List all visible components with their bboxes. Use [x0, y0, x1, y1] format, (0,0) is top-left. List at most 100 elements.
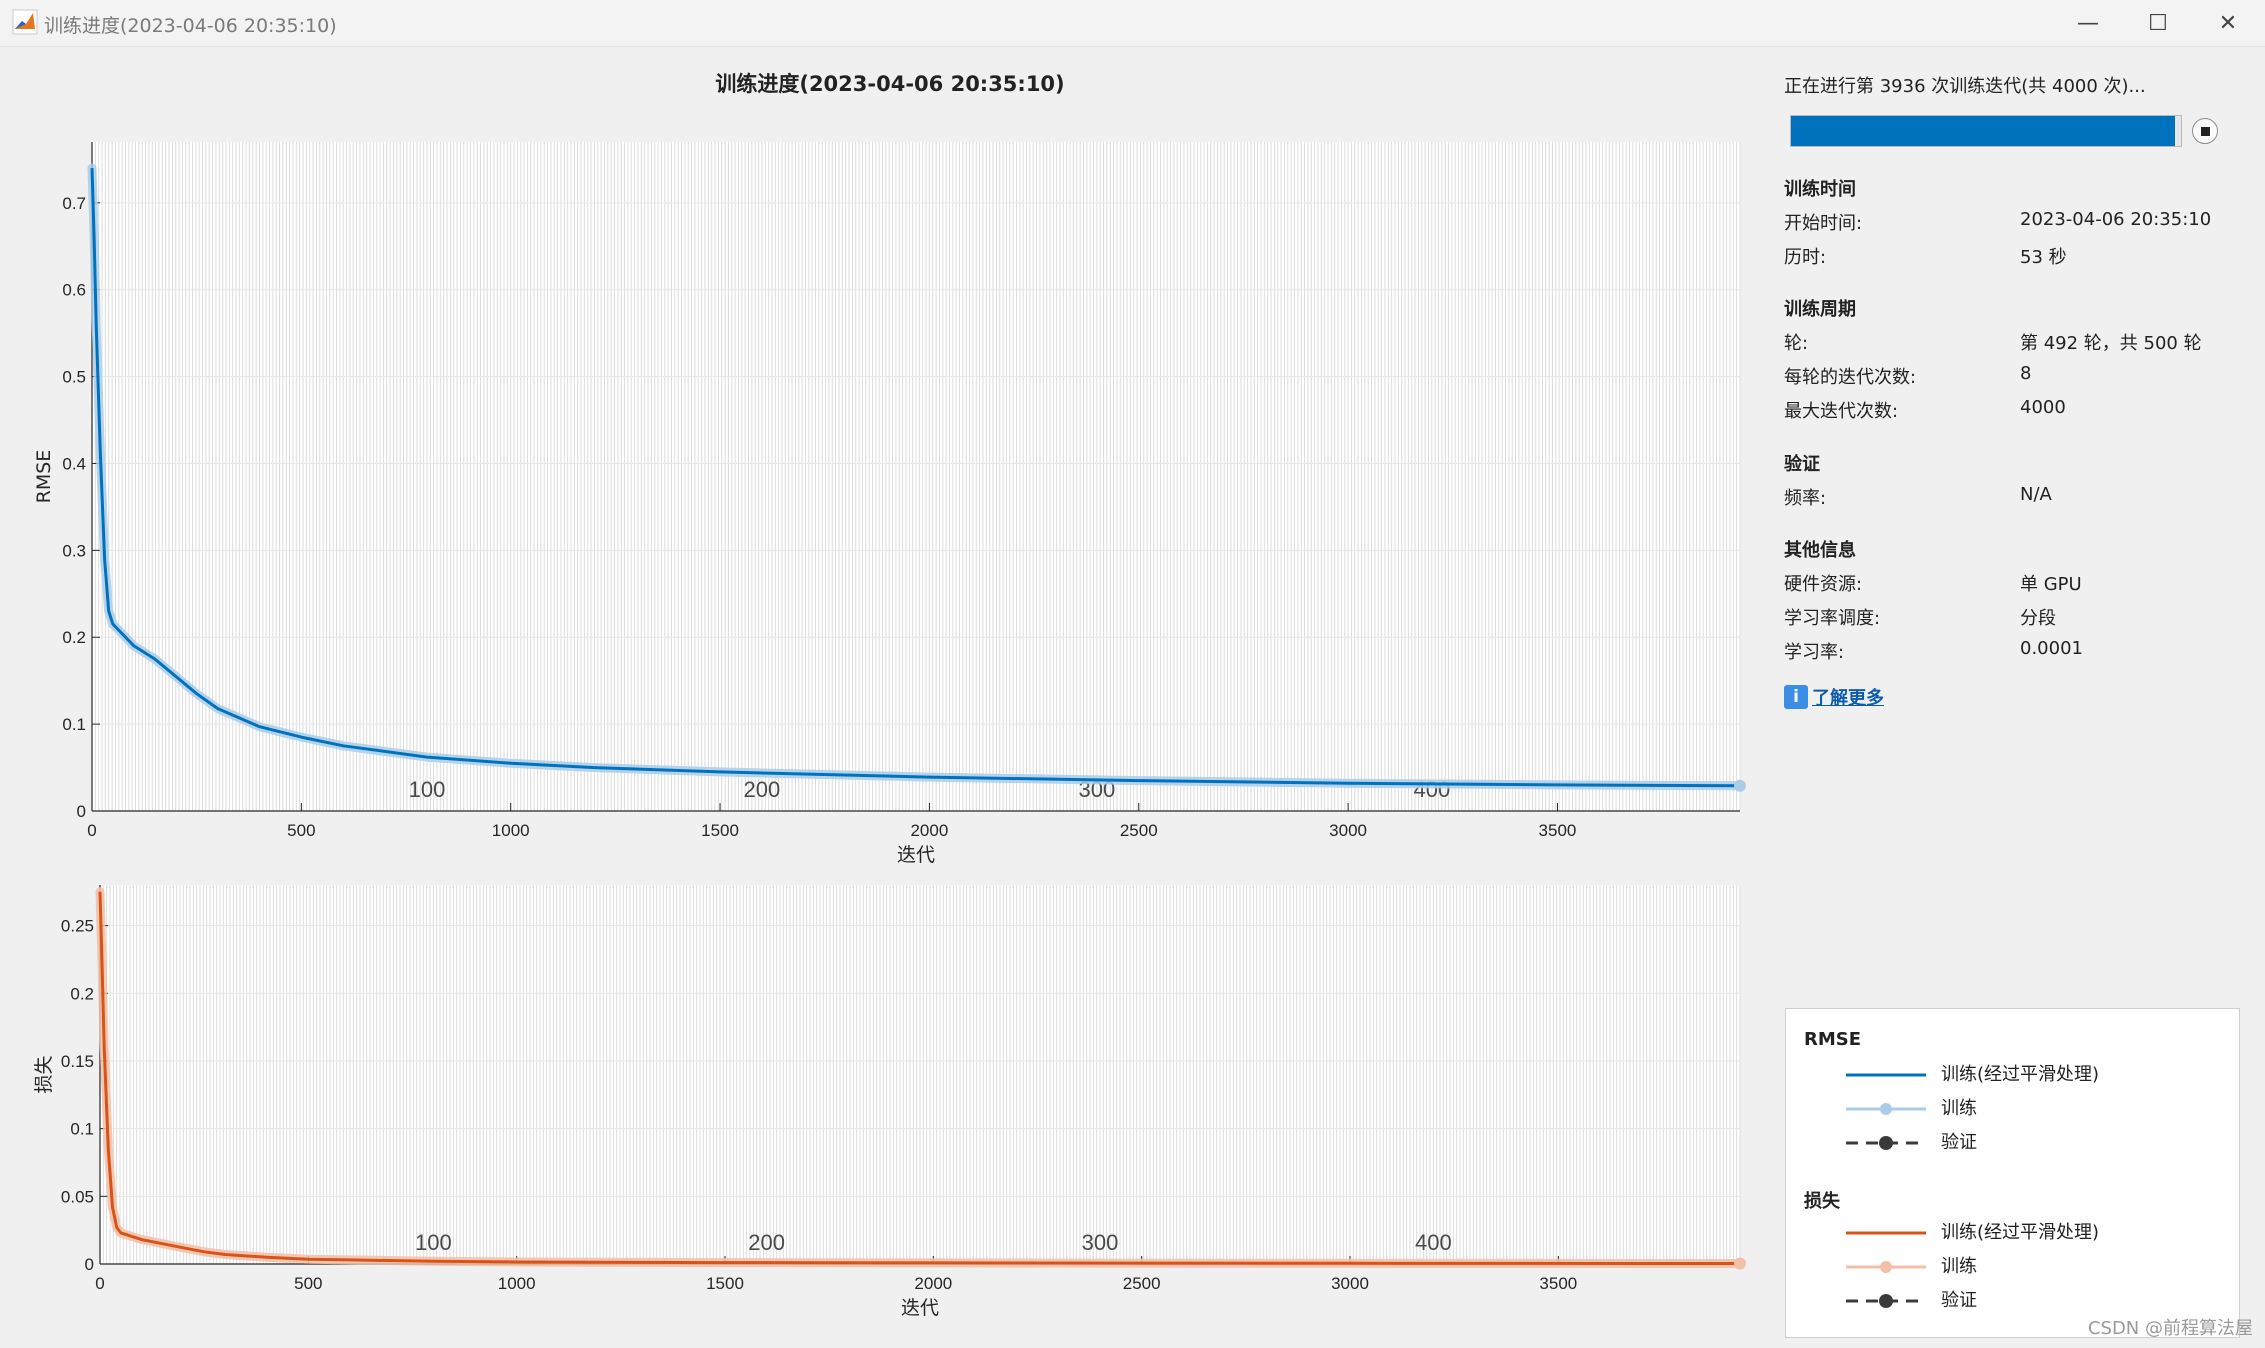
legend-item: 训练(经过平滑处理)	[1846, 1063, 2099, 1087]
progress-bar	[1790, 115, 2182, 147]
legend-heading: RMSE	[1804, 1029, 1862, 1050]
learn-more-link[interactable]: 了解更多	[1812, 688, 1884, 709]
legend-item: 训练	[1846, 1255, 1977, 1279]
legend-marker	[1880, 1261, 1892, 1273]
y-tick-label: 0.1	[62, 715, 86, 734]
info-value: 53 秒	[2020, 247, 2067, 268]
legend-label: 训练(经过平滑处理)	[1941, 1064, 2100, 1085]
y-axis-label: 损失	[33, 1055, 55, 1093]
legend-heading: 损失	[1804, 1191, 1840, 1212]
rmse-chart: 0 500 1000 1500 2000 2500 3000 3500 0 0.1 0.2 0.3 0.…	[33, 142, 1746, 866]
close-button[interactable]: ✕	[2193, 0, 2263, 46]
close-icon: ✕	[2218, 10, 2238, 36]
legend-item: 验证	[1846, 1131, 1977, 1155]
x-tick-label: 3500	[1539, 821, 1577, 840]
epoch-label: 100	[415, 1230, 452, 1255]
maximize-button[interactable]: ☐	[2123, 0, 2193, 46]
info-icon: i	[1784, 685, 1808, 709]
maximize-icon: ☐	[2148, 10, 2168, 36]
x-tick-label: 1500	[701, 821, 739, 840]
legend-swatch	[1846, 1261, 1926, 1273]
x-tick-label: 2500	[1120, 821, 1158, 840]
y-tick-label: 0	[77, 802, 86, 821]
section-heading: 其他信息	[1784, 540, 1856, 561]
x-axis-label: 迭代	[901, 1297, 939, 1319]
x-tick-label: 1000	[492, 821, 530, 840]
matlab-icon	[12, 9, 38, 35]
x-tick-label: 500	[294, 1274, 322, 1293]
section-heading: 训练时间	[1784, 179, 1856, 200]
epoch-label: 200	[744, 777, 781, 802]
info-value: 第 492 轮，共 500 轮	[2020, 333, 2202, 354]
x-tick-label: 1500	[706, 1274, 744, 1293]
y-tick-label: 0.4	[62, 454, 86, 473]
legend-swatch	[1846, 1294, 1926, 1308]
info-label: 学习率调度:	[1784, 608, 1881, 629]
legend-marker	[1879, 1294, 1893, 1308]
info-value: 8	[2020, 363, 2032, 384]
x-tick-label: 2000	[910, 821, 948, 840]
info-value: 分段	[2020, 608, 2056, 629]
legend-swatch	[1846, 1073, 1926, 1077]
info-label: 历时:	[1784, 247, 1827, 268]
epoch-label: 300	[1082, 1230, 1119, 1255]
legend-label: 训练	[1941, 1098, 1977, 1119]
y-tick-label: 0.1	[70, 1120, 94, 1139]
info-label: 每轮的迭代次数:	[1784, 367, 1917, 388]
last-point-marker	[1734, 1257, 1746, 1270]
minimize-icon: —	[2077, 10, 2099, 36]
x-tick-label: 2500	[1123, 1274, 1161, 1293]
info-value: 2023-04-06 20:35:10	[2020, 209, 2212, 230]
minimize-button[interactable]: —	[2053, 0, 2123, 46]
legend-item: 验证	[1846, 1289, 1977, 1313]
legend-label: 训练	[1941, 1256, 1977, 1277]
x-tick-label: 500	[287, 821, 315, 840]
x-tick-label: 3000	[1329, 821, 1367, 840]
x-tick-label: 3500	[1539, 1274, 1577, 1293]
info-label: 开始时间:	[1784, 213, 1863, 234]
legend-label: 验证	[1941, 1132, 1977, 1153]
x-tick-label: 0	[87, 821, 96, 840]
series-smoothed	[90, 168, 1741, 788]
x-tick-label: 0	[95, 1274, 104, 1293]
section-heading: 训练周期	[1784, 299, 1856, 320]
info-label: 学习率:	[1784, 642, 1845, 663]
epoch-label: 200	[748, 1230, 785, 1255]
y-axis-label: RMSE	[33, 450, 55, 504]
legend-marker	[1880, 1103, 1892, 1115]
section-heading: 验证	[1784, 454, 1820, 475]
progress-fill	[1791, 116, 2175, 146]
legend-swatch	[1846, 1103, 1926, 1115]
window-title: 训练进度(2023-04-06 20:35:10)	[44, 15, 337, 37]
x-tick-label: 3000	[1331, 1274, 1369, 1293]
stop-button[interactable]	[2192, 118, 2218, 144]
info-label: 最大迭代次数:	[1784, 401, 1899, 422]
y-tick-label: 0.3	[62, 541, 86, 560]
legend-marker	[1879, 1136, 1893, 1150]
y-tick-label: 0.25	[61, 917, 94, 936]
legend-item: 训练(经过平滑处理)	[1846, 1221, 2099, 1245]
legend-swatch	[1846, 1231, 1926, 1235]
y-tick-label: 0	[85, 1255, 94, 1274]
legend-label: 验证	[1941, 1290, 1977, 1311]
info-label: 硬件资源:	[1784, 574, 1863, 595]
info-label: 轮:	[1784, 333, 1809, 354]
x-tick-label: 2000	[914, 1274, 952, 1293]
watermark: CSDN @前程算法屋	[2087, 1318, 2253, 1339]
y-tick-label: 0.2	[70, 984, 94, 1003]
stop-icon	[2200, 126, 2210, 136]
y-tick-label: 0.05	[61, 1187, 94, 1206]
legend-label: 训练(经过平滑处理)	[1941, 1222, 2100, 1243]
y-tick-label: 0.6	[62, 281, 86, 300]
x-axis-label: 迭代	[897, 844, 935, 866]
info-value: 4000	[2020, 397, 2066, 418]
progress-text: 正在进行第 3936 次训练迭代(共 4000 次)...	[1784, 76, 2146, 97]
info-value: 0.0001	[2020, 638, 2083, 659]
last-point-marker	[1734, 779, 1746, 792]
y-tick-label: 0.7	[62, 194, 86, 213]
y-tick-label: 0.15	[61, 1052, 94, 1071]
info-value: 单 GPU	[2020, 574, 2082, 595]
legend: RMSE 训练(经过平滑处理) 训练 验证 损失 训练(经过平滑处理) 训练 验证	[1785, 1008, 2240, 1338]
epoch-label: 100	[409, 777, 446, 802]
learn-more[interactable]: i 了解更多	[1784, 684, 1884, 710]
